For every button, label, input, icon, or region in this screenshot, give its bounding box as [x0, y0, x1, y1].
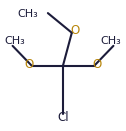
Text: CH₃: CH₃ [101, 36, 122, 46]
Text: O: O [70, 24, 80, 37]
Text: CH₃: CH₃ [17, 9, 38, 19]
Text: O: O [24, 58, 34, 71]
Text: O: O [92, 58, 102, 71]
Text: Cl: Cl [57, 111, 69, 124]
Text: CH₃: CH₃ [4, 36, 25, 46]
